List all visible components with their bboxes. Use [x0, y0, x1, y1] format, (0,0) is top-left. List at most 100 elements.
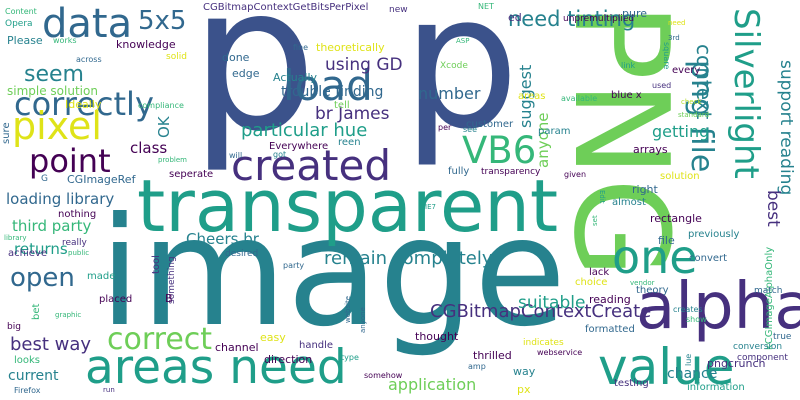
- word: works: [53, 36, 77, 45]
- word: vendor: [630, 279, 655, 287]
- word: big: [7, 322, 21, 332]
- word: really: [62, 238, 87, 248]
- word: convert: [689, 253, 728, 264]
- word: alpha: [636, 270, 800, 344]
- word: Content: [5, 7, 37, 16]
- word: solid: [166, 52, 187, 62]
- word: channel: [215, 341, 259, 354]
- word: knowledge: [116, 38, 176, 51]
- word: point: [29, 142, 111, 180]
- word: show: [686, 315, 707, 324]
- word: bet: [31, 303, 42, 320]
- word: OK: [155, 116, 173, 138]
- word: new: [389, 5, 408, 15]
- word: previously: [688, 229, 740, 240]
- word: ASP: [456, 37, 470, 45]
- word: G: [41, 174, 48, 184]
- word: created: [231, 141, 391, 190]
- word: correctly: [14, 85, 154, 123]
- word: need tinting: [508, 7, 636, 31]
- word: made: [87, 271, 116, 282]
- word: areas need: [85, 340, 347, 395]
- word: transparent: [137, 164, 559, 248]
- word: image: [99, 186, 567, 360]
- word: somehow: [364, 371, 403, 380]
- word: using GD: [325, 55, 403, 75]
- word: will: [229, 151, 243, 160]
- word: need: [668, 19, 686, 27]
- word: correct: [107, 322, 213, 357]
- word: run: [103, 386, 115, 394]
- word: graphic: [55, 311, 82, 319]
- word: transparency: [481, 167, 541, 177]
- word: theoretically: [316, 41, 385, 54]
- word: particular hue: [241, 120, 368, 141]
- word: fine: [293, 43, 309, 52]
- word: class: [130, 139, 168, 157]
- word: Edit: [598, 190, 606, 204]
- word: CGImageRef: [67, 173, 136, 186]
- word: third party: [12, 217, 92, 235]
- word: px: [517, 383, 531, 396]
- word: achieve: [8, 248, 47, 259]
- word: available: [561, 94, 598, 103]
- word: solution: [660, 171, 700, 182]
- word: 5x5: [138, 6, 187, 36]
- word: true: [773, 332, 792, 342]
- word: load: [283, 61, 373, 110]
- word: open: [10, 263, 75, 293]
- word: component: [737, 353, 788, 363]
- word: tool: [151, 255, 162, 274]
- word: way: [513, 365, 536, 378]
- word: party: [283, 261, 305, 270]
- word: IE7: [425, 203, 436, 211]
- word: edge: [232, 67, 260, 80]
- word: arrays: [633, 143, 668, 156]
- word: across: [76, 55, 102, 64]
- word: got: [273, 150, 287, 159]
- word: tell: [334, 100, 350, 111]
- word: blue x: [611, 90, 642, 101]
- word: VB6: [462, 129, 537, 172]
- word: problem: [158, 156, 187, 164]
- word: right: [632, 183, 658, 196]
- word: 3rd: [668, 34, 680, 42]
- word: context: [692, 44, 716, 120]
- word: check: [681, 98, 702, 106]
- word: given: [564, 170, 587, 179]
- word: areas: [518, 91, 546, 102]
- word: thrilled: [473, 349, 512, 362]
- word: sure: [1, 122, 12, 144]
- word: set: [591, 215, 599, 226]
- word: lack: [589, 267, 610, 278]
- word: simple solution: [7, 84, 98, 98]
- word: number: [418, 84, 481, 103]
- word: fully: [448, 166, 470, 177]
- word: file: [658, 234, 675, 247]
- word: theory: [636, 285, 669, 296]
- word: current: [8, 368, 59, 384]
- word: CGBitmapContextCreate: [430, 301, 652, 322]
- word: chance: [667, 366, 718, 382]
- word: trouble finding: [281, 84, 384, 100]
- word: Firefox: [14, 386, 41, 395]
- word: public: [68, 249, 90, 257]
- word: amp: [468, 362, 486, 371]
- word: match: [754, 286, 783, 296]
- word: support reading: [776, 60, 796, 196]
- word: type: [341, 353, 359, 362]
- word: value: [598, 338, 735, 396]
- word: see: [463, 125, 478, 134]
- word: placed: [99, 294, 133, 305]
- word: one: [612, 230, 698, 284]
- word: thought: [415, 330, 459, 343]
- word: reading: [589, 293, 631, 306]
- word: indicates: [523, 338, 564, 348]
- word: conversion: [733, 342, 783, 352]
- word: best: [763, 190, 783, 227]
- word: looks: [14, 355, 41, 366]
- word: application: [388, 375, 477, 394]
- word: website: [344, 295, 352, 323]
- word: handle: [299, 340, 334, 351]
- word: ed: [508, 11, 522, 24]
